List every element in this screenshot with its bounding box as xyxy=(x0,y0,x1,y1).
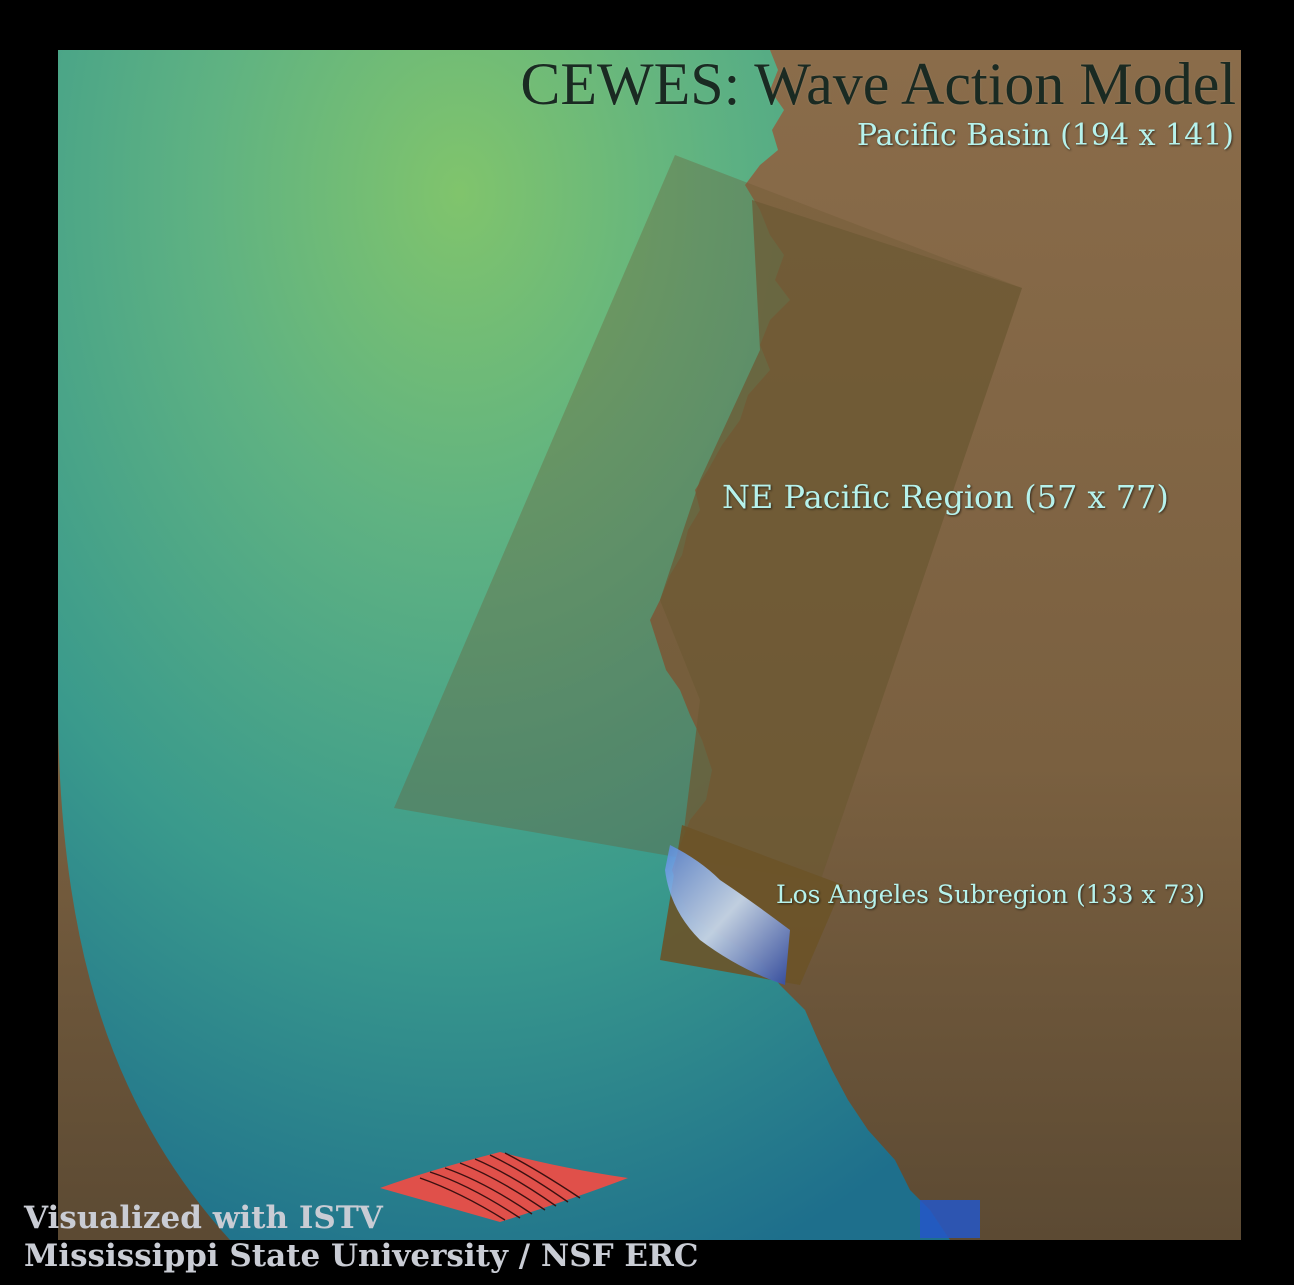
pacific-basin-label: Pacific Basin (194 x 141) xyxy=(856,118,1234,153)
wave-surface-icon xyxy=(380,1152,628,1222)
los-angeles-subregion-label: Los Angeles Subregion (133 x 73) xyxy=(776,880,1206,909)
la-subregion-waves xyxy=(665,845,790,985)
credit-line-institution: Mississippi State University / NSF ERC xyxy=(24,1238,699,1274)
ne-pacific-region-land xyxy=(660,200,1022,882)
deep-water-patch xyxy=(920,1200,980,1238)
credit-line-tool: Visualized with ISTV xyxy=(24,1200,383,1236)
page-title: CEWES: Wave Action Model xyxy=(520,51,1236,117)
ne-pacific-region-label: NE Pacific Region (57 x 77) xyxy=(722,478,1169,516)
